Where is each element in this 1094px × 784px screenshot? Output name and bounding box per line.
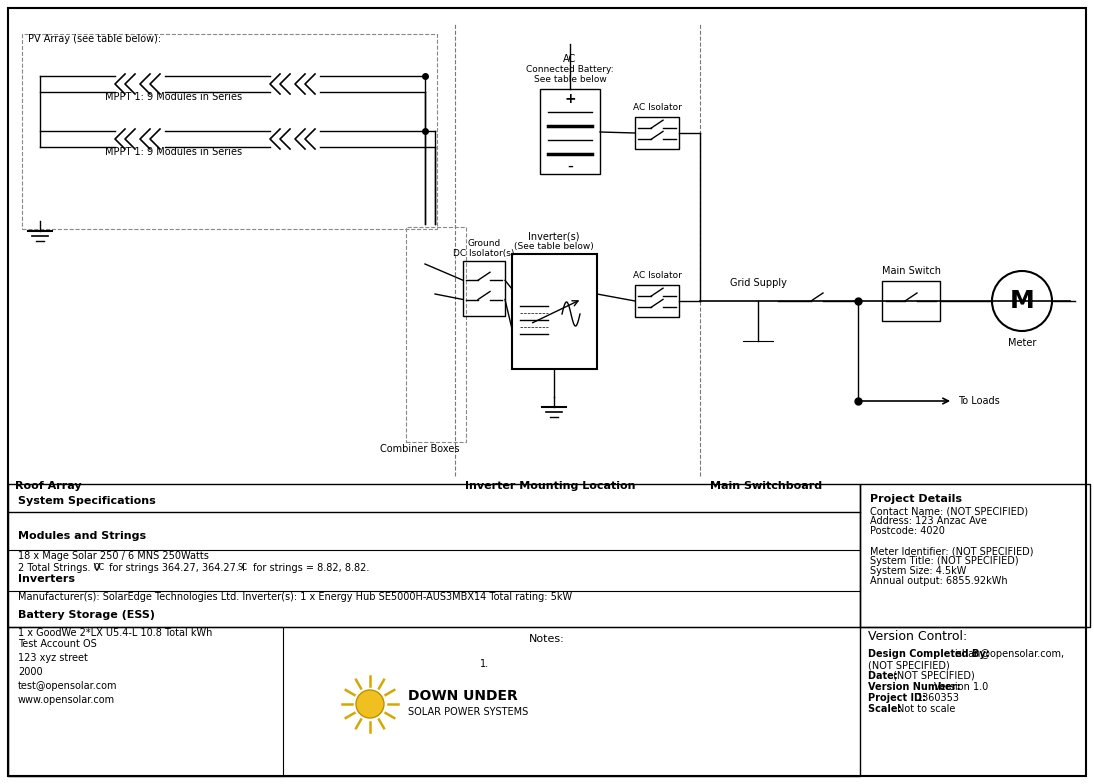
Text: AC Isolator: AC Isolator [632,103,682,111]
Text: 1 x GoodWe 2*LX U5.4-L 10.8 Total kWh: 1 x GoodWe 2*LX U5.4-L 10.8 Total kWh [18,628,212,638]
Text: Inverters: Inverters [18,574,75,584]
Text: Meter: Meter [1008,338,1036,348]
Text: Version Number:: Version Number: [868,682,964,692]
Text: (NOT SPECIFIED): (NOT SPECIFIED) [893,671,975,681]
Bar [22,34,437,229]
Text: Manufacturer(s): SolarEdge Technologies Ltd. Inverter(s): 1 x Energy Hub SE5000H: Manufacturer(s): SolarEdge Technologies … [18,592,572,602]
Bar [8,484,860,776]
Text: MPPT 1: 9 Modules in Series: MPPT 1: 9 Modules in Series [105,147,242,157]
Text: 2000: 2000 [18,667,43,677]
Text: Annual output: 6855.92kWh: Annual output: 6855.92kWh [870,576,1008,586]
Text: 123 xyz street: 123 xyz street [18,653,88,663]
Text: DC Isolator(s): DC Isolator(s) [453,249,514,257]
Text: Main Switchboard: Main Switchboard [710,481,822,491]
Bar [512,254,597,369]
Text: Contact Name: (NOT SPECIFIED): Contact Name: (NOT SPECIFIED) [870,506,1028,516]
Text: Main Switch: Main Switch [882,266,941,276]
Text: DOWN UNDER: DOWN UNDER [408,689,517,703]
Text: Postcode: 4020: Postcode: 4020 [870,526,945,536]
Bar [635,285,679,317]
Text: OC: OC [94,563,105,572]
Text: SC: SC [238,563,248,572]
Text: Version Control:: Version Control: [868,630,967,644]
Text: System Specifications: System Specifications [18,496,155,506]
Text: Grid Supply: Grid Supply [730,278,787,288]
Text: Scale:: Scale: [868,704,905,714]
Text: 2 Total Strings. V: 2 Total Strings. V [18,563,101,573]
Text: PV Array (see table below):: PV Array (see table below): [28,34,161,44]
Bar [860,484,1090,627]
Text: 1.: 1. [480,659,489,669]
Text: Connected Battery:: Connected Battery: [526,64,614,74]
Text: Project Details: Project Details [870,494,962,504]
Bar [882,281,940,321]
Text: AC Isolator: AC Isolator [632,270,682,280]
Text: (NOT SPECIFIED): (NOT SPECIFIED) [868,660,950,670]
Text: Project ID:: Project ID: [868,693,930,703]
Text: 1360353: 1360353 [917,693,961,703]
Bar [406,227,466,442]
Text: Modules and Strings: Modules and Strings [18,531,147,541]
Text: SOLAR POWER SYSTEMS: SOLAR POWER SYSTEMS [408,707,528,717]
Text: To Loads: To Loads [958,396,1000,406]
Text: Inverter(s): Inverter(s) [528,231,580,241]
Text: -: - [567,157,573,175]
Text: Roof Array: Roof Array [15,481,82,491]
Text: Ground: Ground [467,238,501,248]
Text: test@opensolar.com: test@opensolar.com [18,681,117,691]
Text: Not to scale: Not to scale [897,704,955,714]
Text: See table below: See table below [534,74,606,84]
Text: System Title: (NOT SPECIFIED): System Title: (NOT SPECIFIED) [870,556,1019,566]
Text: M: M [1010,289,1034,313]
Text: Battery Storage (ESS): Battery Storage (ESS) [18,610,155,620]
Text: 18 x Mage Solar 250 / 6 MNS 250Watts: 18 x Mage Solar 250 / 6 MNS 250Watts [18,551,209,561]
Text: for strings = 8.82, 8.82.: for strings = 8.82, 8.82. [251,563,370,573]
Bar [540,89,600,174]
Text: Version 1.0: Version 1.0 [933,682,988,692]
Text: for strings 364.27, 364.27. I: for strings 364.27, 364.27. I [106,563,245,573]
Bar [463,261,505,316]
Text: Test Account OS: Test Account OS [18,639,96,649]
Text: ishan@opensolar.com,: ishan@opensolar.com, [954,649,1064,659]
Text: Address: 123 Anzac Ave: Address: 123 Anzac Ave [870,516,987,526]
Text: Meter Identifier: (NOT SPECIFIED): Meter Identifier: (NOT SPECIFIED) [870,546,1034,556]
Circle shape [356,690,384,718]
Text: www.opensolar.com: www.opensolar.com [18,695,115,705]
Text: +: + [565,92,575,106]
Text: Inverter Mounting Location: Inverter Mounting Location [465,481,636,491]
Text: Notes:: Notes: [529,634,565,644]
Text: System Size: 4.5kW: System Size: 4.5kW [870,566,966,576]
Bar [8,627,283,776]
Text: MPPT 1: 9 Modules in Series: MPPT 1: 9 Modules in Series [105,92,242,102]
Text: AC: AC [563,54,577,64]
Text: (See table below): (See table below) [514,241,594,251]
Bar [635,117,679,149]
Text: Design Completed By:: Design Completed By: [868,649,993,659]
Text: Combiner Boxes: Combiner Boxes [380,444,459,454]
Text: Date:: Date: [868,671,901,681]
